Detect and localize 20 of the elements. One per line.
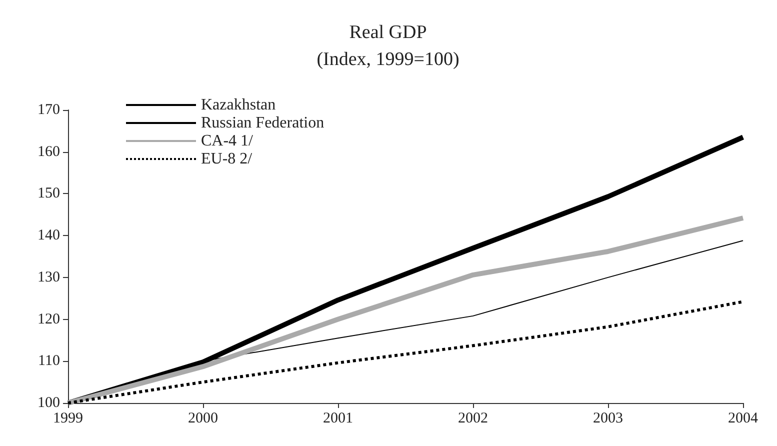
legend-label: EU-8 2/ — [201, 150, 253, 168]
y-tick-label: 130 — [38, 269, 60, 286]
x-tick-label: 2004 — [728, 410, 758, 426]
y-tick-label: 160 — [38, 144, 60, 160]
x-tick-label: 2003 — [593, 410, 623, 426]
y-tick-label: 120 — [38, 311, 60, 328]
y-tick-label: 150 — [38, 186, 60, 202]
chart-title: Real GDP — [349, 22, 427, 43]
y-tick-label: 110 — [38, 353, 60, 370]
y-tick-label: 100 — [38, 395, 60, 411]
legend-label: Kazakhstan — [201, 96, 276, 114]
y-tick-label: 140 — [38, 228, 60, 244]
x-tick-label: 2002 — [458, 410, 488, 426]
y-tick-label: 170 — [38, 102, 60, 118]
legend-label: CA-4 1/ — [201, 132, 254, 150]
x-tick-label: 2000 — [188, 410, 218, 426]
x-tick-label: 2001 — [323, 410, 353, 426]
x-tick-label: 1999 — [53, 410, 83, 426]
legend-label: Russian Federation — [201, 114, 324, 132]
chart-subtitle: (Index, 1999=100) — [316, 49, 460, 70]
